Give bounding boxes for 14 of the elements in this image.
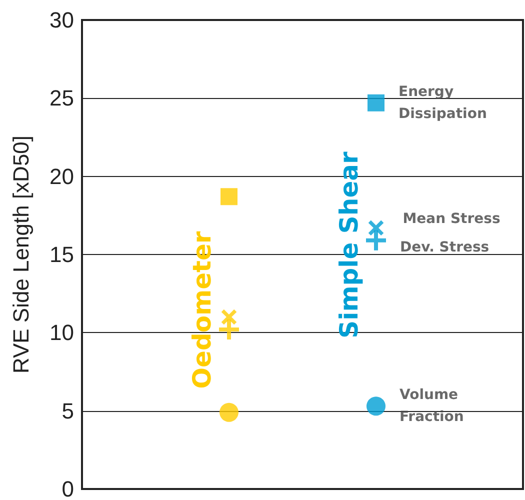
y-tick-label: 5 xyxy=(62,398,74,424)
series-label: Volume Fraction xyxy=(400,387,464,426)
y-tick-label: 25 xyxy=(50,86,74,111)
y-tick-label: 20 xyxy=(50,164,74,189)
y-tick-label: 15 xyxy=(50,242,74,267)
x-tick-label: Oedometer xyxy=(188,230,216,389)
y-tick-label: 10 xyxy=(50,320,74,346)
y-tick-label: 0 xyxy=(62,476,74,500)
series-label: Mean Stress xyxy=(402,210,500,227)
y-axis-title: RVE Side Length [xD50] xyxy=(8,135,34,374)
series-label: Dev. Stress xyxy=(400,239,490,256)
y-tick-label: 30 xyxy=(50,8,74,32)
x-tick-label: Simple Shear xyxy=(334,150,364,338)
series-label: Energy Dissipation xyxy=(398,84,487,122)
